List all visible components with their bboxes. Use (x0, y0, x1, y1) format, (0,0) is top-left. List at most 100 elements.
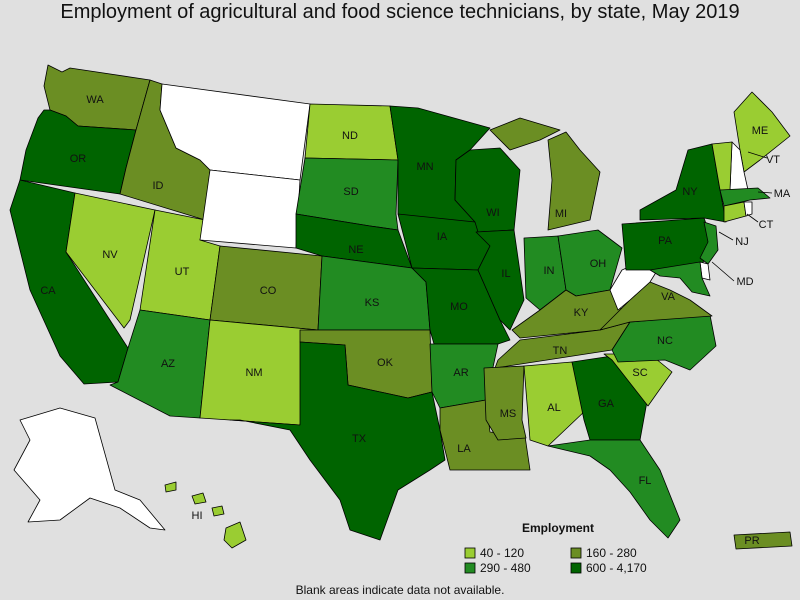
legend-label-600-4170: 600 - 4,170 (586, 561, 647, 575)
state-label-nv: NV (102, 249, 118, 261)
state-label-ia: IA (437, 231, 448, 243)
state-label-nc: NC (657, 335, 673, 347)
state-label-mi: MI (555, 208, 567, 220)
state-shape-ny[interactable] (639, 143, 727, 223)
state-shape-mi-1[interactable] (547, 131, 601, 231)
state-ms[interactable] (483, 365, 527, 441)
state-label-va: VA (661, 291, 676, 303)
state-label-pr: PR (744, 535, 759, 547)
state-label-ct: CT (759, 219, 774, 231)
no-data-footnote: Blank areas indicate data not available. (295, 583, 505, 597)
state-shape-hi-3[interactable] (211, 505, 225, 517)
state-shape-pr[interactable] (733, 531, 793, 550)
state-shape-wv[interactable] (609, 261, 661, 311)
state-hi[interactable] (164, 481, 247, 549)
state-label-tx: TX (352, 433, 367, 445)
state-label-me: ME (752, 125, 769, 137)
state-mt[interactable] (159, 83, 311, 181)
states-layer (9, 64, 793, 550)
md-leader-line (711, 261, 735, 282)
state-shape-fl[interactable] (547, 439, 681, 539)
state-label-ma: MA (774, 188, 791, 200)
state-shape-ms[interactable] (483, 365, 527, 441)
state-il[interactable] (475, 229, 525, 331)
state-shape-il[interactable] (475, 229, 525, 331)
state-label-mn: MN (416, 161, 433, 173)
state-fl[interactable] (547, 439, 681, 539)
state-label-ar: AR (453, 367, 468, 379)
state-label-ks: KS (365, 297, 380, 309)
state-labels: WA OR CA ID NV UT AZ CO NM ND SD NE KS OK TX MN IA MO AR LA… (40, 94, 791, 547)
state-label-ms: MS (500, 408, 517, 420)
ma-leader-line (757, 191, 773, 194)
state-label-az: AZ (161, 358, 175, 370)
state-label-md: MD (736, 276, 753, 288)
state-pr[interactable] (733, 531, 793, 550)
ct-leader-line (746, 213, 759, 223)
state-label-la: LA (457, 443, 471, 455)
legend-label-160-280: 160 - 280 (586, 546, 637, 560)
state-label-ne: NE (348, 244, 363, 256)
state-label-wi: WI (486, 207, 499, 219)
leader-lines (711, 151, 773, 282)
state-shape-nv[interactable] (65, 192, 156, 329)
vt-leader-line (747, 151, 768, 159)
state-ny[interactable] (639, 143, 727, 223)
state-label-or: OR (70, 153, 87, 165)
state-label-ny: NY (682, 186, 698, 198)
map-legend: Employment 40 - 120 160 - 280 290 - 480 … (464, 521, 647, 575)
legend-swatch-160-280 (570, 547, 582, 559)
state-label-hi: HI (192, 510, 203, 522)
state-ri[interactable] (743, 201, 753, 217)
state-label-ut: UT (175, 266, 190, 278)
state-shape-tx[interactable] (229, 341, 446, 541)
state-md[interactable] (649, 261, 711, 297)
legend-title: Employment (522, 521, 594, 535)
legend-label-40-120: 40 - 120 (480, 546, 524, 560)
state-label-nd: ND (342, 130, 358, 142)
state-label-oh: OH (590, 258, 607, 270)
state-label-ky: KY (574, 307, 589, 319)
state-shape-mi-2[interactable] (489, 117, 561, 151)
state-ak[interactable] (13, 407, 166, 531)
state-label-vt: VT (766, 154, 780, 166)
legend-label-290-480: 290 - 480 (480, 561, 531, 575)
state-label-id: ID (153, 180, 164, 192)
legend-swatch-290-480 (464, 562, 476, 574)
state-label-wa: WA (86, 94, 104, 106)
state-shape-wy[interactable] (199, 169, 301, 249)
state-tx[interactable] (229, 341, 446, 541)
state-label-sd: SD (343, 186, 358, 198)
state-label-co: CO (260, 285, 277, 297)
state-label-il: IL (501, 268, 510, 280)
state-shape-hi-2[interactable] (191, 492, 207, 505)
state-ma[interactable] (719, 187, 771, 207)
state-label-mo: MO (450, 301, 468, 313)
state-label-pa: PA (658, 235, 673, 247)
state-shape-hi-1[interactable] (164, 481, 177, 493)
state-shape-al[interactable] (523, 361, 587, 447)
state-label-fl: FL (639, 475, 652, 487)
state-label-sc: SC (632, 367, 647, 379)
state-label-nj: NJ (735, 236, 748, 248)
state-shape-ak[interactable] (13, 407, 166, 531)
state-label-al: AL (547, 402, 560, 414)
state-ct[interactable] (723, 201, 747, 223)
state-shape-mt[interactable] (159, 83, 311, 181)
legend-swatch-40-120 (464, 547, 476, 559)
state-label-in: IN (544, 265, 555, 277)
state-wy[interactable] (199, 169, 301, 249)
state-wv[interactable] (609, 261, 661, 311)
state-al[interactable] (523, 361, 587, 447)
state-shape-md[interactable] (649, 261, 711, 297)
state-nv[interactable] (65, 192, 156, 329)
state-shape-ma[interactable] (719, 187, 771, 207)
nj-leader-line (718, 231, 734, 241)
state-label-ok: OK (377, 357, 394, 369)
state-shape-hi-4[interactable] (223, 521, 247, 549)
state-shape-ri[interactable] (743, 201, 753, 217)
state-mi[interactable] (489, 117, 601, 231)
state-shape-ct[interactable] (723, 201, 747, 223)
